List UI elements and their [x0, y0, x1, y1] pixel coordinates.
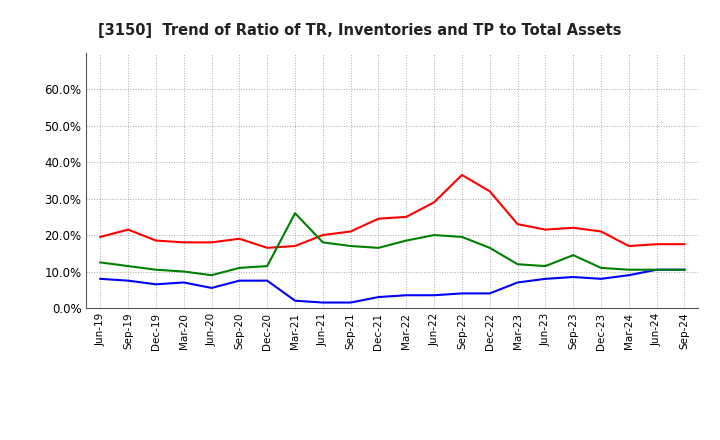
- Inventories: [485, 291, 494, 296]
- Inventories: [124, 278, 132, 283]
- Inventories: [263, 278, 271, 283]
- Inventories: [374, 294, 383, 300]
- Inventories: [235, 278, 243, 283]
- Inventories: [430, 293, 438, 298]
- Inventories: [652, 267, 661, 272]
- Trade Payables: [569, 253, 577, 258]
- Trade Receivables: [179, 240, 188, 245]
- Trade Payables: [152, 267, 161, 272]
- Trade Payables: [597, 265, 606, 271]
- Trade Payables: [235, 265, 243, 271]
- Inventories: [291, 298, 300, 303]
- Trade Payables: [680, 267, 689, 272]
- Trade Receivables: [569, 225, 577, 231]
- Inventories: [179, 280, 188, 285]
- Line: Trade Receivables: Trade Receivables: [100, 175, 685, 248]
- Trade Receivables: [597, 229, 606, 234]
- Trade Receivables: [458, 172, 467, 178]
- Trade Receivables: [318, 232, 327, 238]
- Trade Payables: [96, 260, 104, 265]
- Inventories: [597, 276, 606, 282]
- Inventories: [152, 282, 161, 287]
- Trade Receivables: [402, 214, 410, 220]
- Inventories: [624, 272, 633, 278]
- Inventories: [346, 300, 355, 305]
- Line: Inventories: Inventories: [100, 270, 685, 303]
- Trade Receivables: [430, 200, 438, 205]
- Trade Payables: [541, 264, 550, 269]
- Trade Receivables: [152, 238, 161, 243]
- Inventories: [318, 300, 327, 305]
- Trade Payables: [624, 267, 633, 272]
- Inventories: [402, 293, 410, 298]
- Trade Payables: [652, 267, 661, 272]
- Line: Trade Payables: Trade Payables: [100, 213, 685, 275]
- Trade Payables: [458, 234, 467, 239]
- Trade Payables: [430, 232, 438, 238]
- Trade Payables: [207, 272, 216, 278]
- Trade Receivables: [291, 243, 300, 249]
- Trade Payables: [374, 245, 383, 250]
- Trade Payables: [402, 238, 410, 243]
- Trade Payables: [179, 269, 188, 274]
- Inventories: [541, 276, 550, 282]
- Inventories: [513, 280, 522, 285]
- Trade Receivables: [346, 229, 355, 234]
- Trade Payables: [124, 264, 132, 269]
- Trade Payables: [513, 262, 522, 267]
- Inventories: [458, 291, 467, 296]
- Trade Receivables: [235, 236, 243, 242]
- Trade Receivables: [263, 245, 271, 250]
- Trade Payables: [263, 264, 271, 269]
- Trade Receivables: [96, 234, 104, 239]
- Inventories: [680, 267, 689, 272]
- Trade Payables: [318, 240, 327, 245]
- Trade Receivables: [124, 227, 132, 232]
- Trade Receivables: [485, 189, 494, 194]
- Text: [3150]  Trend of Ratio of TR, Inventories and TP to Total Assets: [3150] Trend of Ratio of TR, Inventories…: [98, 23, 622, 38]
- Trade Receivables: [513, 221, 522, 227]
- Trade Receivables: [624, 243, 633, 249]
- Trade Receivables: [207, 240, 216, 245]
- Trade Payables: [485, 245, 494, 250]
- Trade Payables: [291, 211, 300, 216]
- Trade Payables: [346, 243, 355, 249]
- Inventories: [207, 285, 216, 290]
- Inventories: [96, 276, 104, 282]
- Inventories: [569, 275, 577, 280]
- Trade Receivables: [652, 242, 661, 247]
- Trade Receivables: [374, 216, 383, 221]
- Trade Receivables: [680, 242, 689, 247]
- Trade Receivables: [541, 227, 550, 232]
